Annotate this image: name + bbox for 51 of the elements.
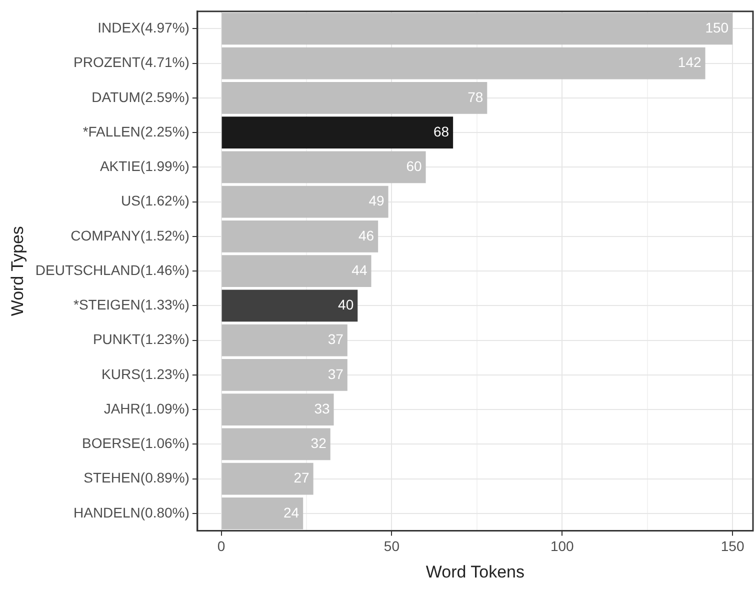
- data-label: 24: [284, 504, 300, 520]
- y-tick-label: PUNKT(1.23%): [92, 331, 190, 348]
- bar: [222, 428, 330, 460]
- data-label: 49: [368, 192, 385, 209]
- y-tick-label: INDEX(4.97%): [98, 20, 190, 36]
- bar: [222, 220, 378, 252]
- bar: [222, 151, 426, 184]
- y-tick-label: PROZENT(4.71%): [74, 54, 190, 70]
- data-label: 40: [338, 296, 354, 313]
- x-axis-title: Word Tokens: [426, 562, 525, 582]
- y-tick-label: *FALLEN(2.25%): [82, 123, 190, 140]
- bar: [222, 394, 334, 426]
- data-label: 37: [328, 331, 344, 348]
- data-label: 68: [433, 123, 450, 140]
- data-label: 78: [468, 88, 484, 105]
- x-tick-label: 50: [384, 538, 400, 554]
- data-label: 33: [314, 400, 330, 416]
- bar: [222, 359, 348, 391]
- bar: [222, 116, 454, 149]
- data-label: 60: [406, 158, 422, 174]
- y-tick-label: BOERSE(1.06%): [82, 435, 190, 452]
- bar: [222, 12, 733, 45]
- data-label: 150: [705, 20, 729, 36]
- y-tick-label: STEHEN(0.89%): [84, 470, 190, 486]
- bar: [222, 324, 348, 356]
- y-tick-label: HANDELN(0.80%): [73, 504, 190, 520]
- data-label: 27: [294, 470, 310, 486]
- bar: [222, 82, 488, 114]
- data-label: 142: [678, 54, 702, 70]
- y-tick-label: COMPANY(1.52%): [70, 227, 190, 244]
- y-tick-label: DEUTSCHLAND(1.46%): [35, 262, 190, 278]
- bar: [222, 498, 304, 530]
- data-label: 44: [352, 262, 368, 278]
- x-tick-label: 150: [720, 538, 744, 554]
- y-tick-label: *STEIGEN(1.33%): [73, 296, 190, 313]
- bar: [222, 462, 314, 495]
- y-tick-label: DATUM(2.59%): [92, 88, 190, 105]
- bar: [222, 255, 372, 288]
- data-label: 37: [328, 366, 344, 382]
- bar: [222, 47, 706, 80]
- y-axis-title: Word Types: [8, 226, 27, 316]
- data-label: 46: [358, 227, 374, 244]
- y-tick-label: US(1.62%): [120, 192, 190, 209]
- x-tick-label: 0: [217, 538, 226, 554]
- bar: [222, 290, 358, 322]
- y-tick-label: AKTIE(1.99%): [100, 158, 190, 174]
- y-tick-label: JAHR(1.09%): [104, 400, 190, 416]
- y-tick-label: KURS(1.23%): [102, 366, 190, 382]
- bar: [222, 186, 388, 218]
- data-label: 32: [310, 435, 327, 452]
- x-tick-label: 100: [550, 538, 574, 554]
